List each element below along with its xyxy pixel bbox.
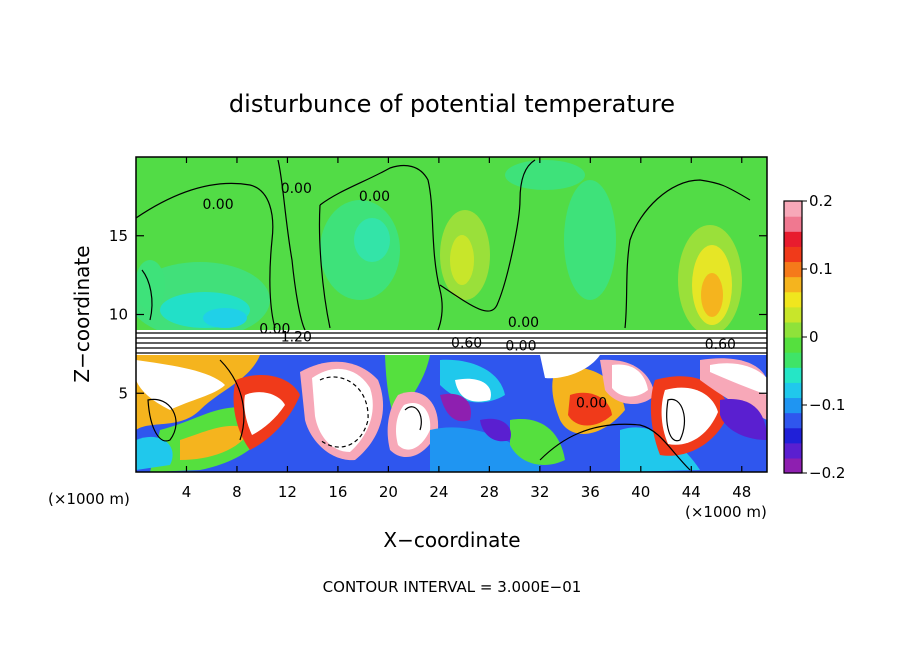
contour-value-label: 0.00 bbox=[359, 189, 390, 205]
x-tick-label: 20 bbox=[379, 483, 398, 501]
contour-line bbox=[219, 359, 245, 441]
contour-line bbox=[404, 406, 422, 431]
x-tick-label: 24 bbox=[429, 483, 448, 501]
x-tick-label: 36 bbox=[581, 483, 600, 501]
x-unit-label: (×1000 m) bbox=[48, 490, 130, 508]
colorbar-swatch bbox=[784, 352, 802, 368]
x-tick-label: 4 bbox=[182, 483, 192, 501]
x-tick-label: 44 bbox=[682, 483, 701, 501]
colorbar-swatch bbox=[784, 382, 802, 399]
colorbar-swatch bbox=[784, 261, 802, 278]
contour-line bbox=[136, 182, 276, 329]
x-tick-label: 40 bbox=[631, 483, 650, 501]
colorbar-tick-label: 0 bbox=[809, 328, 819, 346]
colorbar-swatch bbox=[784, 367, 802, 383]
y-axis-title: Z−coordinate bbox=[70, 245, 94, 382]
contour-lines bbox=[136, 159, 767, 471]
y-tick-label: 5 bbox=[118, 384, 128, 402]
colorbar-swatch bbox=[784, 246, 802, 263]
field-upper bbox=[136, 157, 767, 338]
contour-value-label: 0.00 bbox=[508, 315, 539, 331]
colorbar-swatch bbox=[784, 306, 802, 323]
contour-value-label: 0.60 bbox=[705, 337, 736, 353]
contour-line bbox=[147, 398, 177, 442]
contour-value-label: 0.00 bbox=[505, 339, 536, 355]
x-tick-label: 32 bbox=[530, 483, 549, 501]
contour-line bbox=[539, 423, 691, 471]
x-tick-label: 12 bbox=[278, 483, 297, 501]
contour-line bbox=[141, 269, 153, 321]
y-tick-label: 10 bbox=[109, 306, 128, 324]
colorbar-swatch bbox=[784, 442, 802, 459]
x-tick-label: 28 bbox=[480, 483, 499, 501]
colorbar-swatch bbox=[784, 457, 802, 474]
contour-interval-note: CONTOUR INTERVAL = 3.000E−01 bbox=[323, 578, 582, 596]
contour-line bbox=[624, 179, 751, 329]
colorbar-swatch bbox=[784, 276, 802, 293]
colorbar-swatch bbox=[784, 412, 802, 429]
contour-line bbox=[666, 398, 685, 442]
colorbar-swatch bbox=[784, 216, 802, 232]
colorbar-swatch bbox=[784, 397, 802, 414]
field-lower bbox=[136, 355, 767, 472]
x-tick-label: 8 bbox=[232, 483, 242, 501]
x-axis-title: X−coordinate bbox=[383, 528, 520, 552]
colorbar: 0.2 0.1 0 −0.1 −0.2 bbox=[783, 192, 845, 482]
colorbar-tick-label: −0.1 bbox=[809, 396, 845, 414]
contour-line bbox=[136, 332, 767, 354]
contour-line bbox=[277, 159, 306, 331]
contour-value-label: 0.00 bbox=[281, 181, 312, 197]
colorbar-swatch bbox=[784, 337, 802, 353]
contour-line bbox=[318, 204, 331, 329]
contour-value-label: 0.60 bbox=[451, 336, 482, 352]
colorbar-tick-label: 0.1 bbox=[809, 260, 833, 278]
contour-line bbox=[319, 165, 443, 331]
colorbar-swatch bbox=[784, 231, 802, 247]
x-tick-label: 16 bbox=[328, 483, 347, 501]
chart-title: disturbunce of potential temperature bbox=[229, 90, 675, 118]
colorbar-tick-label: 0.2 bbox=[809, 192, 833, 210]
colorbar-swatch bbox=[784, 291, 802, 308]
x-unit-label-right: (×1000 m) bbox=[685, 503, 767, 521]
contour-value-label: 0.00 bbox=[576, 395, 607, 411]
contour-value-label: 0.00 bbox=[202, 197, 233, 213]
contour-label-group: 0.000.00 0.000.000.60 0.00 0.600.000.001.20 bbox=[202, 181, 735, 411]
x-tick-label: 48 bbox=[732, 483, 751, 501]
colorbar-tick-label: −0.2 bbox=[809, 464, 845, 482]
contour-value-label: 1.20 bbox=[281, 329, 312, 345]
contour-value-label: 0.00 bbox=[259, 321, 290, 337]
colorbar-swatch bbox=[784, 427, 802, 444]
colorbar-swatch bbox=[784, 321, 802, 338]
colorbar-swatch bbox=[784, 201, 802, 217]
y-tick-label: 15 bbox=[109, 227, 128, 245]
contour-line bbox=[439, 159, 536, 312]
